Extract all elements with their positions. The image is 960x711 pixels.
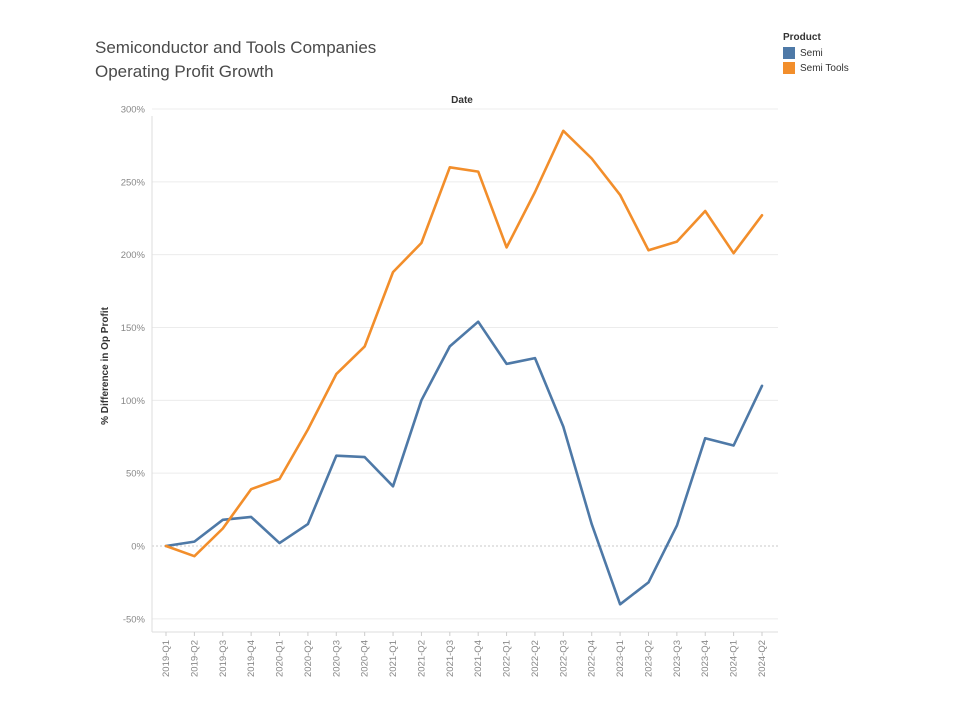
x-tick-label: 2024-Q2 <box>757 640 768 677</box>
x-tick-label: 2020-Q3 <box>331 640 342 677</box>
legend: Product Semi Semi Tools <box>783 32 849 77</box>
legend-item-semi-tools[interactable]: Semi Tools <box>783 62 849 74</box>
x-tick-label: 2021-Q3 <box>445 640 456 677</box>
x-tick-label: 2019-Q4 <box>246 640 257 677</box>
y-axis-ticks: -50% 0% 50% 100% 150% 200% 250% 300% <box>121 105 146 626</box>
x-tick-label: 2023-Q2 <box>643 640 654 677</box>
x-tick-label: 2022-Q2 <box>530 640 541 677</box>
x-tick-label: 2020-Q2 <box>303 640 314 677</box>
x-tick-label: 2021-Q1 <box>388 640 399 677</box>
chart-title: Semiconductor and Tools Companies Operat… <box>95 36 376 84</box>
legend-label-semi-tools: Semi Tools <box>800 62 849 74</box>
x-tick-label: 2023-Q1 <box>615 640 626 677</box>
series-line-semi-tools[interactable] <box>164 129 764 558</box>
x-tick-label: 2022-Q1 <box>502 640 513 677</box>
legend-item-semi[interactable]: Semi <box>783 47 849 59</box>
series-lines <box>164 129 764 606</box>
legend-swatch-semi-tools <box>783 62 795 74</box>
y-tick-label: 300% <box>121 105 146 116</box>
gridlines <box>151 108 778 633</box>
chart-title-line-2: Operating Profit Growth <box>95 62 274 81</box>
y-tick-label: 50% <box>126 469 146 480</box>
x-tick-label: 2019-Q1 <box>161 640 172 677</box>
x-tick-label: 2022-Q4 <box>587 640 598 677</box>
legend-swatch-semi <box>783 47 795 59</box>
x-tick-label: 2022-Q3 <box>558 640 569 677</box>
y-tick-label: 0% <box>131 542 145 553</box>
x-tick-label: 2021-Q2 <box>416 640 427 677</box>
legend-label-semi: Semi <box>800 47 823 59</box>
x-tick-label: 2021-Q4 <box>473 640 484 677</box>
chart-title-line-1: Semiconductor and Tools Companies <box>95 38 377 57</box>
series-line-semi[interactable] <box>164 320 764 606</box>
x-tick-label: 2024-Q1 <box>729 640 740 677</box>
y-tick-label: -50% <box>123 614 146 625</box>
y-axis-title: % Difference in Op Profit <box>100 306 111 424</box>
legend-title: Product <box>783 32 821 43</box>
x-tick-label: 2023-Q4 <box>700 640 711 677</box>
x-axis-ticks: 2019-Q1 2019-Q2 2019-Q3 2019-Q4 2020-Q1 2020-… <box>161 632 768 677</box>
y-tick-label: 250% <box>121 177 146 188</box>
x-tick-label: 2020-Q4 <box>360 640 371 677</box>
x-tick-label: 2023-Q3 <box>672 640 683 677</box>
y-tick-label: 200% <box>121 250 146 261</box>
x-tick-label: 2019-Q3 <box>218 640 229 677</box>
y-tick-label: 150% <box>121 323 146 334</box>
x-tick-label: 2020-Q1 <box>275 640 286 677</box>
column-header: Date <box>451 95 473 106</box>
x-tick-label: 2019-Q2 <box>189 640 200 677</box>
y-tick-label: 100% <box>121 396 146 407</box>
